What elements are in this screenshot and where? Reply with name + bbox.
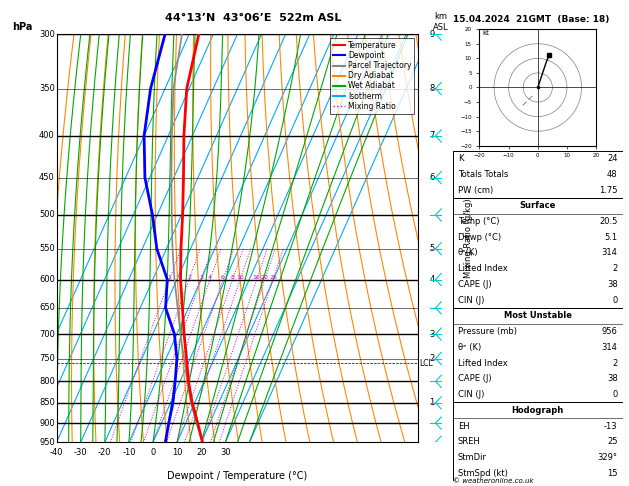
Text: CAPE (J): CAPE (J) <box>458 374 492 383</box>
Text: SREH: SREH <box>458 437 481 446</box>
Text: 5.1: 5.1 <box>604 233 618 242</box>
Text: Lifted Index: Lifted Index <box>458 264 508 273</box>
Text: Mixing Ratio (g/kg): Mixing Ratio (g/kg) <box>464 198 473 278</box>
Text: 38: 38 <box>607 280 618 289</box>
Text: K: K <box>458 154 464 163</box>
Text: Pressure (mb): Pressure (mb) <box>458 327 517 336</box>
Text: 10: 10 <box>172 449 182 457</box>
Text: EH: EH <box>458 421 470 431</box>
Text: 3: 3 <box>199 275 203 279</box>
Text: 16: 16 <box>253 275 260 279</box>
Bar <box>453 198 623 214</box>
Text: Surface: Surface <box>520 201 556 210</box>
Text: 44°13’N  43°06’E  522m ASL: 44°13’N 43°06’E 522m ASL <box>165 13 342 23</box>
Text: 20.5: 20.5 <box>599 217 618 226</box>
Text: 450: 450 <box>39 173 55 182</box>
Text: CAPE (J): CAPE (J) <box>458 280 492 289</box>
Text: PW (cm): PW (cm) <box>458 186 493 194</box>
Text: Hodograph: Hodograph <box>511 406 564 415</box>
Text: -13: -13 <box>604 421 618 431</box>
Text: 20: 20 <box>261 275 269 279</box>
Text: 314: 314 <box>602 343 618 352</box>
Bar <box>453 402 623 418</box>
Text: 2: 2 <box>613 264 618 273</box>
Text: 329°: 329° <box>598 453 618 462</box>
Text: CIN (J): CIN (J) <box>458 295 484 305</box>
Text: Totals Totals: Totals Totals <box>458 170 508 179</box>
Text: 0: 0 <box>613 295 618 305</box>
Text: 800: 800 <box>39 377 55 386</box>
Text: 38: 38 <box>607 374 618 383</box>
Text: 950: 950 <box>39 438 55 447</box>
Text: -30: -30 <box>74 449 87 457</box>
Text: 400: 400 <box>39 131 55 140</box>
Text: θᵉ(K): θᵉ(K) <box>458 248 479 258</box>
Legend: Temperature, Dewpoint, Parcel Trajectory, Dry Adiabat, Wet Adiabat, Isotherm, Mi: Temperature, Dewpoint, Parcel Trajectory… <box>330 38 415 114</box>
Text: hPa: hPa <box>13 21 33 32</box>
Text: kt: kt <box>482 30 489 36</box>
Text: 3: 3 <box>429 330 435 339</box>
Text: 350: 350 <box>39 84 55 93</box>
Text: StmSpd (kt): StmSpd (kt) <box>458 469 508 478</box>
Text: -40: -40 <box>50 449 64 457</box>
Text: © weatheronline.co.uk: © weatheronline.co.uk <box>453 478 533 484</box>
Text: 9: 9 <box>429 30 435 38</box>
Text: 6: 6 <box>429 173 435 182</box>
Text: 2: 2 <box>429 354 435 363</box>
Text: 2: 2 <box>613 359 618 367</box>
Text: 30: 30 <box>220 449 231 457</box>
Text: 25: 25 <box>269 275 277 279</box>
Text: 1: 1 <box>429 399 435 407</box>
Text: 15: 15 <box>607 469 618 478</box>
Text: 300: 300 <box>39 30 55 38</box>
Text: -10: -10 <box>122 449 136 457</box>
Text: 900: 900 <box>39 418 55 428</box>
Text: 24: 24 <box>607 154 618 163</box>
Text: 0: 0 <box>613 390 618 399</box>
Text: 7: 7 <box>429 131 435 140</box>
Text: 314: 314 <box>602 248 618 258</box>
Text: CIN (J): CIN (J) <box>458 390 484 399</box>
Text: Temp (°C): Temp (°C) <box>458 217 499 226</box>
Text: Lifted Index: Lifted Index <box>458 359 508 367</box>
Text: 650: 650 <box>39 303 55 312</box>
Text: 48: 48 <box>607 170 618 179</box>
Text: 10: 10 <box>237 275 244 279</box>
Text: 8: 8 <box>429 84 435 93</box>
Text: 1: 1 <box>167 275 172 279</box>
Text: 750: 750 <box>39 354 55 363</box>
Text: Most Unstable: Most Unstable <box>504 312 572 320</box>
Text: 550: 550 <box>39 244 55 253</box>
Text: θᵉ (K): θᵉ (K) <box>458 343 481 352</box>
Bar <box>453 151 623 198</box>
Text: StmDir: StmDir <box>458 453 487 462</box>
Bar <box>453 308 623 402</box>
Text: 500: 500 <box>39 210 55 220</box>
Bar <box>453 198 623 308</box>
Text: 5: 5 <box>429 244 435 253</box>
Text: 2: 2 <box>187 275 191 279</box>
Text: 4: 4 <box>429 275 435 284</box>
Text: 25: 25 <box>607 437 618 446</box>
Text: 0: 0 <box>150 449 156 457</box>
Text: 600: 600 <box>39 275 55 284</box>
Text: -20: -20 <box>98 449 111 457</box>
Text: km
ASL: km ASL <box>433 12 448 32</box>
Text: Dewp (°C): Dewp (°C) <box>458 233 501 242</box>
Text: 8: 8 <box>231 275 235 279</box>
Text: 850: 850 <box>39 399 55 407</box>
Text: Dewpoint / Temperature (°C): Dewpoint / Temperature (°C) <box>167 471 308 482</box>
Text: 20: 20 <box>196 449 206 457</box>
Bar <box>453 402 623 481</box>
Text: 700: 700 <box>39 330 55 339</box>
Text: 6: 6 <box>221 275 225 279</box>
Text: LCL: LCL <box>419 359 433 368</box>
Text: 4: 4 <box>208 275 212 279</box>
Text: 15.04.2024  21GMT  (Base: 18): 15.04.2024 21GMT (Base: 18) <box>453 15 610 24</box>
Text: 1.75: 1.75 <box>599 186 618 194</box>
Bar <box>453 308 623 324</box>
Text: 956: 956 <box>602 327 618 336</box>
